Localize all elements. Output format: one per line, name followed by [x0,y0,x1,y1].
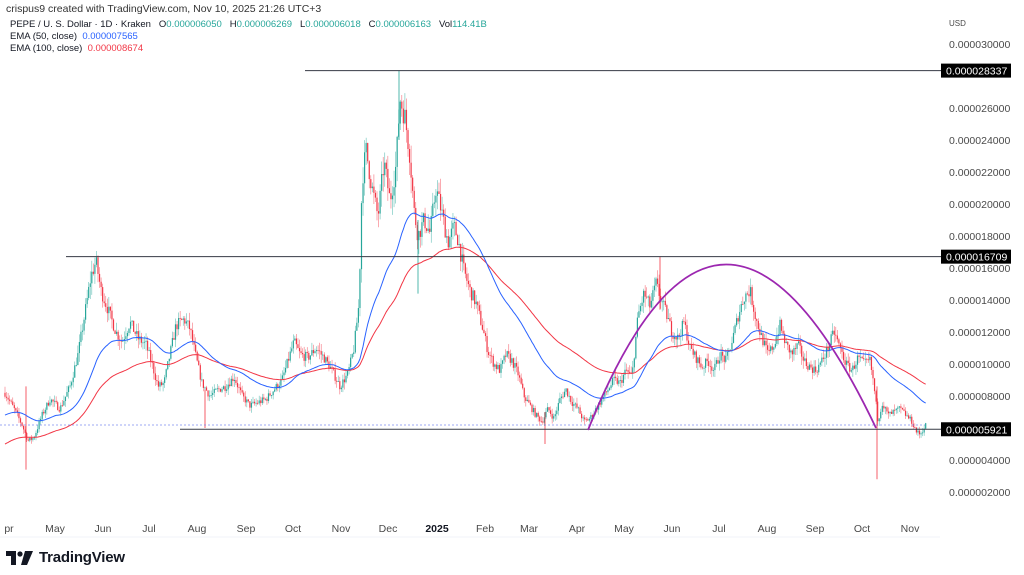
symbol-label[interactable]: PEPE / U. S. Dollar · 1D · Kraken [10,19,151,30]
price-tag [941,422,1011,437]
tradingview-logo-text: TradingView [39,549,125,566]
tradingview-logo-icon [6,550,33,565]
price-tag-label: 0.000016709 [946,252,1007,264]
rounded-top-arc[interactable] [587,263,877,431]
time-tick: Mar [520,523,539,535]
time-tick: Nov [332,523,351,535]
time-tick: Jun [95,523,112,535]
time-tick: May [614,523,635,535]
low-label: L [299,19,306,30]
time-tick: 2025 [425,523,449,535]
ema50-value: 0.000007565 [82,31,138,42]
time-tick: Aug [758,523,777,535]
price-tick: 0.000016000 [949,263,1010,275]
price-tag-label: 0.000005921 [946,424,1007,436]
ema50-label: EMA (50, close) [10,31,78,42]
time-tick: Apr [569,523,586,535]
high-value: 0.000006269 [236,19,293,30]
price-tick: 0.000026000 [949,103,1010,115]
time-tick: Jul [712,523,725,535]
time-tick: Feb [476,523,494,535]
ema100-row[interactable]: EMA (100, close) 0.000008674 [10,43,487,55]
price-tick: 0.000012000 [949,327,1010,339]
low-value: 0.000006018 [305,19,361,30]
ema100-line [4,246,926,445]
price-tick: 0.000022000 [949,167,1010,179]
price-tag [941,249,1011,264]
chart-legend: PEPE / U. S. Dollar · 1D · Kraken O0.000… [10,19,487,55]
volume-value: 114.41B [452,19,487,30]
time-tick: Aug [188,523,207,535]
close-label: C [368,19,376,30]
ema50-row[interactable]: EMA (50, close) 0.000007565 [10,31,487,43]
price-tick: 0.000018000 [949,231,1010,243]
price-tick: 0.000020000 [949,199,1010,211]
price-tick: 0.000010000 [949,359,1010,371]
symbol-row: PEPE / U. S. Dollar · 1D · Kraken O0.000… [10,19,487,31]
ema50-line [4,212,926,422]
time-tick: Sep [237,523,256,535]
price-tick: 0.000024000 [949,135,1010,147]
time-tick: Jul [142,523,155,535]
price-tick: 0.000002000 [949,487,1010,499]
time-tick: Sep [806,523,825,535]
volume-label: Vol [438,19,453,30]
close-value: 0.000006163 [375,19,432,30]
candlestick-series [4,70,927,480]
time-tick: Oct [285,523,301,535]
time-tick: Jun [664,523,681,535]
horizontal-levels[interactable]: 0.000028337 0.000016709 0.000005921 [66,63,1011,437]
price-tag [941,63,1011,78]
high-label: H [229,19,237,30]
open-value: 0.000006050 [166,19,222,30]
time-tick: Dec [379,523,398,535]
price-tick: 0.000008000 [949,391,1010,403]
chart-credit: crispus9 created with TradingView.com, N… [6,3,322,15]
time-tick: pr [4,523,14,535]
ema100-label: EMA (100, close) [10,43,83,54]
price-tick: 0.000030000 [949,39,1010,51]
time-axis[interactable]: pr May Jun Jul Aug Sep Oct Nov Dec 2025 Feb Mar Apr M… [4,523,920,535]
ema100-value: 0.000008674 [87,43,144,54]
time-tick: Nov [901,523,920,535]
open-label: O [158,19,167,30]
tradingview-logo[interactable]: TradingView [6,549,125,566]
price-tag-label: 0.000028337 [946,66,1007,78]
price-tick: 0.000014000 [949,295,1010,307]
time-tick: Oct [854,523,870,535]
price-tick: 0.000004000 [949,455,1010,467]
currency-label: USD [949,19,966,28]
time-tick: May [45,523,66,535]
price-axis[interactable]: USD 0.0000020000.0000040000.0000060000.0… [940,15,1020,515]
